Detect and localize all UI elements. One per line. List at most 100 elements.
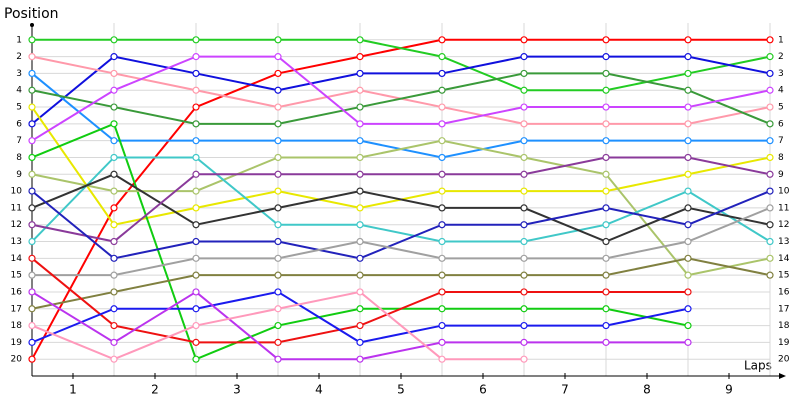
series-line xyxy=(31,257,771,310)
point xyxy=(28,53,36,61)
point xyxy=(110,187,118,195)
point xyxy=(192,187,200,195)
point xyxy=(356,305,364,313)
x-tick-label: 2 xyxy=(151,383,159,397)
point xyxy=(28,288,36,296)
point xyxy=(28,305,36,313)
series-line xyxy=(31,190,771,260)
point xyxy=(28,187,36,195)
y-tick-label-right: 2 xyxy=(778,52,784,62)
point xyxy=(438,254,446,262)
point xyxy=(192,254,200,262)
point xyxy=(438,221,446,229)
point xyxy=(110,288,118,296)
x-tick-label: 9 xyxy=(725,383,733,397)
point xyxy=(766,69,774,78)
series-line xyxy=(32,38,771,92)
series xyxy=(28,120,692,363)
point xyxy=(602,204,610,212)
point xyxy=(766,153,774,162)
y-tick-label: 1 xyxy=(16,35,22,45)
point xyxy=(110,221,118,229)
point xyxy=(438,103,446,111)
point xyxy=(28,120,36,128)
point xyxy=(520,170,528,178)
y-tick-label-right: 4 xyxy=(778,86,784,96)
point xyxy=(356,204,364,212)
y-tick-label-right: 9 xyxy=(778,170,784,180)
y-tick-label-right: 13 xyxy=(778,237,789,247)
point xyxy=(28,221,36,229)
point xyxy=(602,86,610,94)
point xyxy=(356,321,364,330)
point xyxy=(28,137,36,145)
point xyxy=(192,69,200,78)
point xyxy=(274,288,282,296)
point xyxy=(274,86,282,94)
point xyxy=(356,53,364,61)
series xyxy=(28,103,774,229)
point xyxy=(602,170,610,178)
point xyxy=(684,137,692,145)
point xyxy=(520,69,528,78)
point xyxy=(356,271,364,279)
point xyxy=(110,120,118,128)
point xyxy=(110,153,118,162)
x-tick-label: 4 xyxy=(315,383,323,397)
point xyxy=(766,103,774,111)
series xyxy=(28,53,774,128)
y-tick-label: 3 xyxy=(16,69,22,79)
y-tick-label-right: 1 xyxy=(778,35,784,45)
point xyxy=(110,69,118,78)
point xyxy=(192,237,200,246)
point xyxy=(274,103,282,111)
point xyxy=(602,103,610,111)
point xyxy=(192,221,200,229)
point xyxy=(766,221,774,229)
point xyxy=(356,187,364,195)
point xyxy=(110,338,118,346)
point xyxy=(684,36,692,44)
y-tick-label-right: 7 xyxy=(778,136,784,146)
point xyxy=(438,321,446,330)
point xyxy=(192,170,200,178)
point xyxy=(684,305,692,313)
point xyxy=(602,321,610,330)
point xyxy=(28,36,36,44)
point xyxy=(356,254,364,262)
point xyxy=(110,271,118,279)
point xyxy=(192,338,200,346)
point xyxy=(110,204,118,212)
point xyxy=(274,53,282,61)
point xyxy=(520,187,528,195)
point xyxy=(356,338,364,346)
point xyxy=(110,103,118,111)
y-tick-label-right: 11 xyxy=(778,203,789,213)
point xyxy=(766,36,774,44)
point xyxy=(274,36,282,44)
point xyxy=(274,120,282,128)
point xyxy=(602,271,610,279)
point xyxy=(192,53,200,61)
x-tick-label: 6 xyxy=(479,383,487,397)
series xyxy=(28,170,774,246)
point xyxy=(438,204,446,212)
series xyxy=(28,288,692,346)
x-tick-label: 1 xyxy=(69,383,77,397)
point xyxy=(192,271,200,279)
y-tick-label: 6 xyxy=(16,119,22,129)
point xyxy=(192,86,200,94)
point xyxy=(110,321,118,330)
point xyxy=(438,288,446,296)
point xyxy=(438,36,446,44)
point xyxy=(110,170,118,178)
y-tick-label-right: 15 xyxy=(778,271,789,281)
series xyxy=(28,288,528,363)
point xyxy=(520,254,528,262)
point xyxy=(520,221,528,229)
point xyxy=(766,86,774,94)
y-tick-label-right: 8 xyxy=(778,153,784,163)
point xyxy=(766,187,774,195)
point xyxy=(274,321,282,330)
